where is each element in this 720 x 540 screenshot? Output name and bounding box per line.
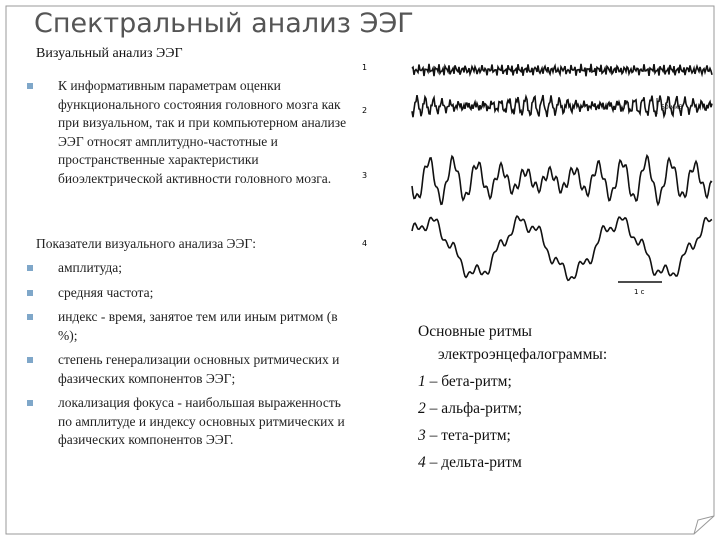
amplitude-scale: 50 мкВ — [661, 104, 683, 111]
bullet-list: амплитуда; средняя частота; индекс - время… — [27, 259, 357, 456]
rhythm: 4 – дельта-ритм — [418, 451, 607, 478]
rhythm: 1 – бета-ритм; — [418, 370, 607, 397]
bullet: К информативным параметрам оценки функци… — [27, 77, 347, 188]
bullet: локализация фокуса - наибольшая выраженн… — [27, 394, 357, 450]
caption: Основные ритмы электроэнцефалограммы: 1 … — [418, 320, 607, 478]
slide-frame — [5, 5, 715, 535]
eeg-trace — [411, 93, 713, 119]
slide-title: Спектральный анализ ЭЭГ — [34, 8, 414, 39]
rhythm: 3 – тета-ритм; — [418, 424, 607, 451]
rhythm: 2 – альфа-ритм; — [418, 397, 607, 424]
trace-label: 3 — [362, 171, 367, 180]
rhythm-name: – бета-ритм; — [429, 373, 512, 390]
bullet: амплитуда; — [27, 259, 357, 278]
time-scale: 1 с — [634, 288, 645, 296]
eeg-trace — [411, 153, 713, 207]
bullet: индекс - время, занятое тем или иным рит… — [27, 308, 357, 345]
rhythm-name: – альфа-ритм; — [429, 400, 523, 417]
rhythm-number: 1 — [418, 373, 426, 390]
eeg-trace — [411, 63, 713, 78]
trace-label: 1 — [362, 63, 367, 72]
intro: К информативным параметрам оценки функци… — [27, 77, 347, 194]
caption-heading: электроэнцефалограммы: — [438, 346, 608, 363]
rhythm-number: 2 — [418, 400, 426, 417]
slide-fold — [693, 515, 715, 535]
eeg-traces — [411, 63, 713, 282]
subheading: Показатели визуального анализа ЭЭГ: — [36, 236, 256, 251]
rhythm-number: 4 — [418, 454, 426, 471]
trace-label: 2 — [362, 106, 367, 115]
eeg-trace — [411, 214, 713, 282]
rhythm-list: 1 – бета-ритм; 2 – альфа-ритм; 3 – тета-ри… — [418, 370, 607, 478]
bullet: средняя частота; — [27, 284, 357, 303]
trace-label: 4 — [362, 239, 367, 248]
bullet: степень генерализации основных ритмическ… — [27, 351, 357, 388]
rhythm-name: – тета-ритм; — [429, 427, 511, 444]
caption-heading: Основные ритмы — [418, 323, 532, 340]
rhythm-number: 3 — [418, 427, 426, 444]
rhythm-name: – дельта-ритм — [429, 454, 522, 471]
section-heading: Визуальный анализ ЭЭГ — [36, 46, 183, 61]
